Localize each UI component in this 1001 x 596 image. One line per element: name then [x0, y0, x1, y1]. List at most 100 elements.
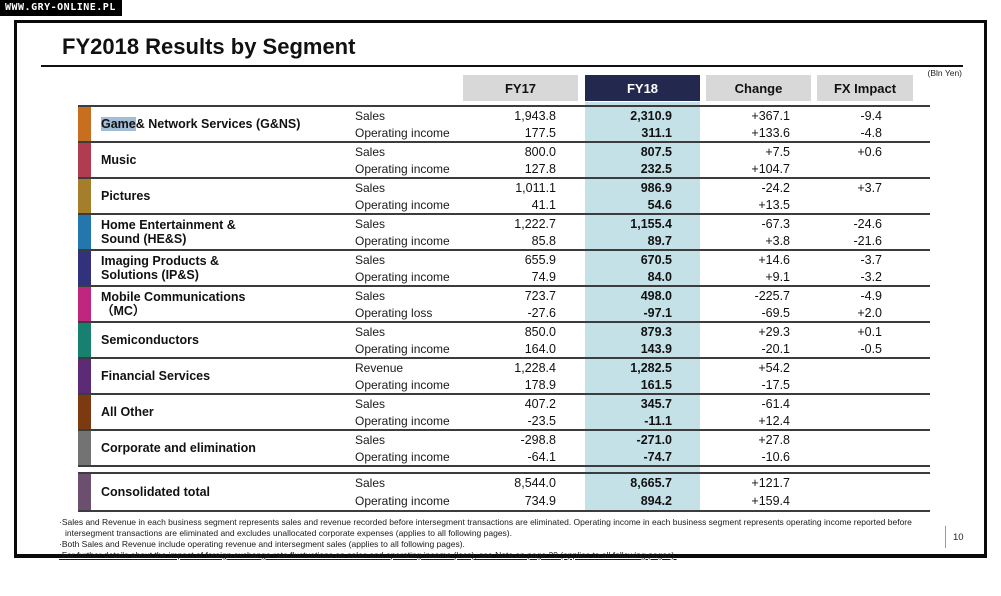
metric-label: Sales	[355, 108, 386, 123]
metric-label: Sales	[355, 288, 386, 303]
segment-rows: Sales 407.2 345.7 -61.4 Operating income -23.…	[336, 395, 930, 429]
table-row: Sales 800.0 807.5 +7.5 +0.6	[336, 143, 930, 160]
footnote: ·Sales and Revenue in each business segm…	[59, 517, 912, 538]
table-row: Sales 1,222.7 1,155.4 -67.3 -24.6	[336, 215, 930, 232]
segment-name: Financial Services	[101, 369, 211, 383]
segment-color-bar	[78, 215, 91, 249]
change-value: -17.5	[761, 377, 791, 392]
segment-name: Imaging Products & Solutions (IP&S)	[101, 254, 220, 282]
fy17-value: 1,011.1	[515, 180, 556, 195]
segment-rows: Sales 1,222.7 1,155.4 -67.3 -24.6 Operating i…	[336, 215, 930, 249]
segment-block: Pictures Sales 1,011.1 986.9 -24.2 +3.7 Operat…	[78, 177, 930, 213]
segment-color-bar	[78, 431, 91, 465]
change-value: -24.2	[761, 180, 791, 195]
column-header-fx-impact: FX Impact	[817, 75, 913, 101]
fy17-value: 127.8	[524, 161, 556, 176]
metric-label: Operating loss	[355, 305, 433, 320]
change-value: -20.1	[761, 341, 791, 356]
segment-color-bar	[78, 179, 91, 213]
segment-block: Imaging Products & Solutions (IP&S) Sales…	[78, 249, 930, 285]
selection-highlight: Game	[101, 117, 136, 131]
metric-label: Operating income	[355, 197, 450, 212]
fx-impact-value: +0.1	[857, 324, 882, 339]
fy18-value: 986.9	[640, 180, 672, 195]
segment-name: Consolidated total	[101, 485, 211, 499]
fx-impact-value: -21.6	[853, 233, 883, 248]
segment-name: Game & Network Services (G&NS)	[101, 117, 301, 131]
segment-name: All Other	[101, 405, 154, 419]
segment-color-bar	[78, 395, 91, 429]
segment-rows: Sales -298.8 -271.0 +27.8 Operating income -6…	[336, 431, 930, 465]
segment-block: All Other Sales 407.2 345.7 -61.4 Operating i…	[78, 393, 930, 429]
metric-label: Sales	[355, 252, 386, 267]
table-row: Operating income 74.9 84.0 +9.1 -3.2	[336, 268, 930, 285]
metric-label: Operating income	[355, 161, 450, 176]
fy18-value: 879.3	[640, 324, 672, 339]
slide-frame: FY2018 Results by Segment (Bln Yen) FY17…	[14, 20, 987, 561]
fy18-value: -97.1	[643, 305, 673, 320]
metric-label: Operating income	[355, 494, 450, 508]
metric-label: Revenue	[355, 360, 404, 375]
segment-block: Game & Network Services (G&NS) Sales 1,943…	[78, 105, 930, 141]
fy17-value: 41.1	[531, 197, 556, 212]
fy17-value: -64.1	[527, 449, 557, 464]
change-value: +9.1	[765, 269, 790, 284]
footnotes: ·Sales and Revenue in each business segm…	[59, 517, 937, 561]
change-value: +3.8	[765, 233, 790, 248]
unit-label: (Bln Yen)	[927, 68, 963, 78]
fy18-value: 232.5	[640, 161, 672, 176]
fy17-value: 164.0	[524, 341, 556, 356]
segment-name: Semiconductors	[101, 333, 199, 347]
fy18-value: 498.0	[640, 288, 672, 303]
metric-label: Sales	[355, 216, 386, 231]
fy18-column-band	[585, 102, 700, 512]
change-value: -10.6	[761, 449, 791, 464]
fx-impact-value: -4.8	[860, 125, 882, 140]
fx-impact-value: -9.4	[860, 108, 882, 123]
segment-name: Corporate and elimination	[101, 441, 256, 455]
segment-rows: Sales 655.9 670.5 +14.6 -3.7 Operating income…	[336, 251, 930, 285]
fx-impact-value: -24.6	[853, 216, 883, 231]
fy17-value: 734.9	[524, 494, 556, 508]
fy17-value: 1,943.8	[514, 108, 556, 123]
fy17-value: 800.0	[524, 144, 556, 159]
table-row: Sales -298.8 -271.0 +27.8	[336, 431, 930, 448]
fy18-value: 894.2	[640, 494, 672, 508]
fy17-value: -27.6	[527, 305, 557, 320]
table-row: Operating income 127.8 232.5 +104.7	[336, 160, 930, 177]
segment-color-bar	[78, 323, 91, 357]
fy18-value: -271.0	[636, 432, 672, 447]
metric-label: Operating income	[355, 233, 450, 248]
metric-label: Operating income	[355, 377, 450, 392]
change-value: -67.3	[761, 216, 791, 231]
fy17-value: 850.0	[524, 324, 556, 339]
segment-color-bar	[78, 107, 91, 141]
fy17-value: 177.5	[524, 125, 556, 140]
metric-label: Sales	[355, 432, 386, 447]
fx-impact-value: +0.6	[857, 144, 882, 159]
table-row: Operating income -23.5 -11.1 +12.4	[336, 412, 930, 429]
segment-color-bar	[78, 287, 91, 321]
footnote: ·For further details about the impact of…	[59, 550, 677, 560]
page-title: FY2018 Results by Segment	[62, 34, 356, 59]
table-row: Revenue 1,228.4 1,282.5 +54.2	[336, 359, 930, 376]
table-row: Sales 407.2 345.7 -61.4	[336, 395, 930, 412]
change-value: +104.7	[751, 161, 790, 176]
segment-color-bar	[78, 143, 91, 177]
change-value: -69.5	[761, 305, 791, 320]
title-rule	[41, 65, 963, 67]
fy17-value: 1,228.4	[514, 360, 556, 375]
fy18-value: 54.6	[647, 197, 672, 212]
table-row: Operating income 734.9 894.2 +159.4	[336, 492, 930, 510]
table-row: Sales 723.7 498.0 -225.7 -4.9	[336, 287, 930, 304]
change-value: +13.5	[758, 197, 790, 212]
fy17-value: 1,222.7	[514, 216, 556, 231]
segment-rows: Sales 723.7 498.0 -225.7 -4.9 Operating loss -…	[336, 287, 930, 321]
fy18-value: 807.5	[640, 144, 672, 159]
metric-label: Operating income	[355, 341, 450, 356]
metric-label: Sales	[355, 144, 386, 159]
segment-color-bar	[78, 474, 91, 510]
fx-impact-value: -0.5	[860, 341, 882, 356]
segment-name: Pictures	[101, 189, 151, 203]
fx-impact-value: +3.7	[857, 180, 882, 195]
